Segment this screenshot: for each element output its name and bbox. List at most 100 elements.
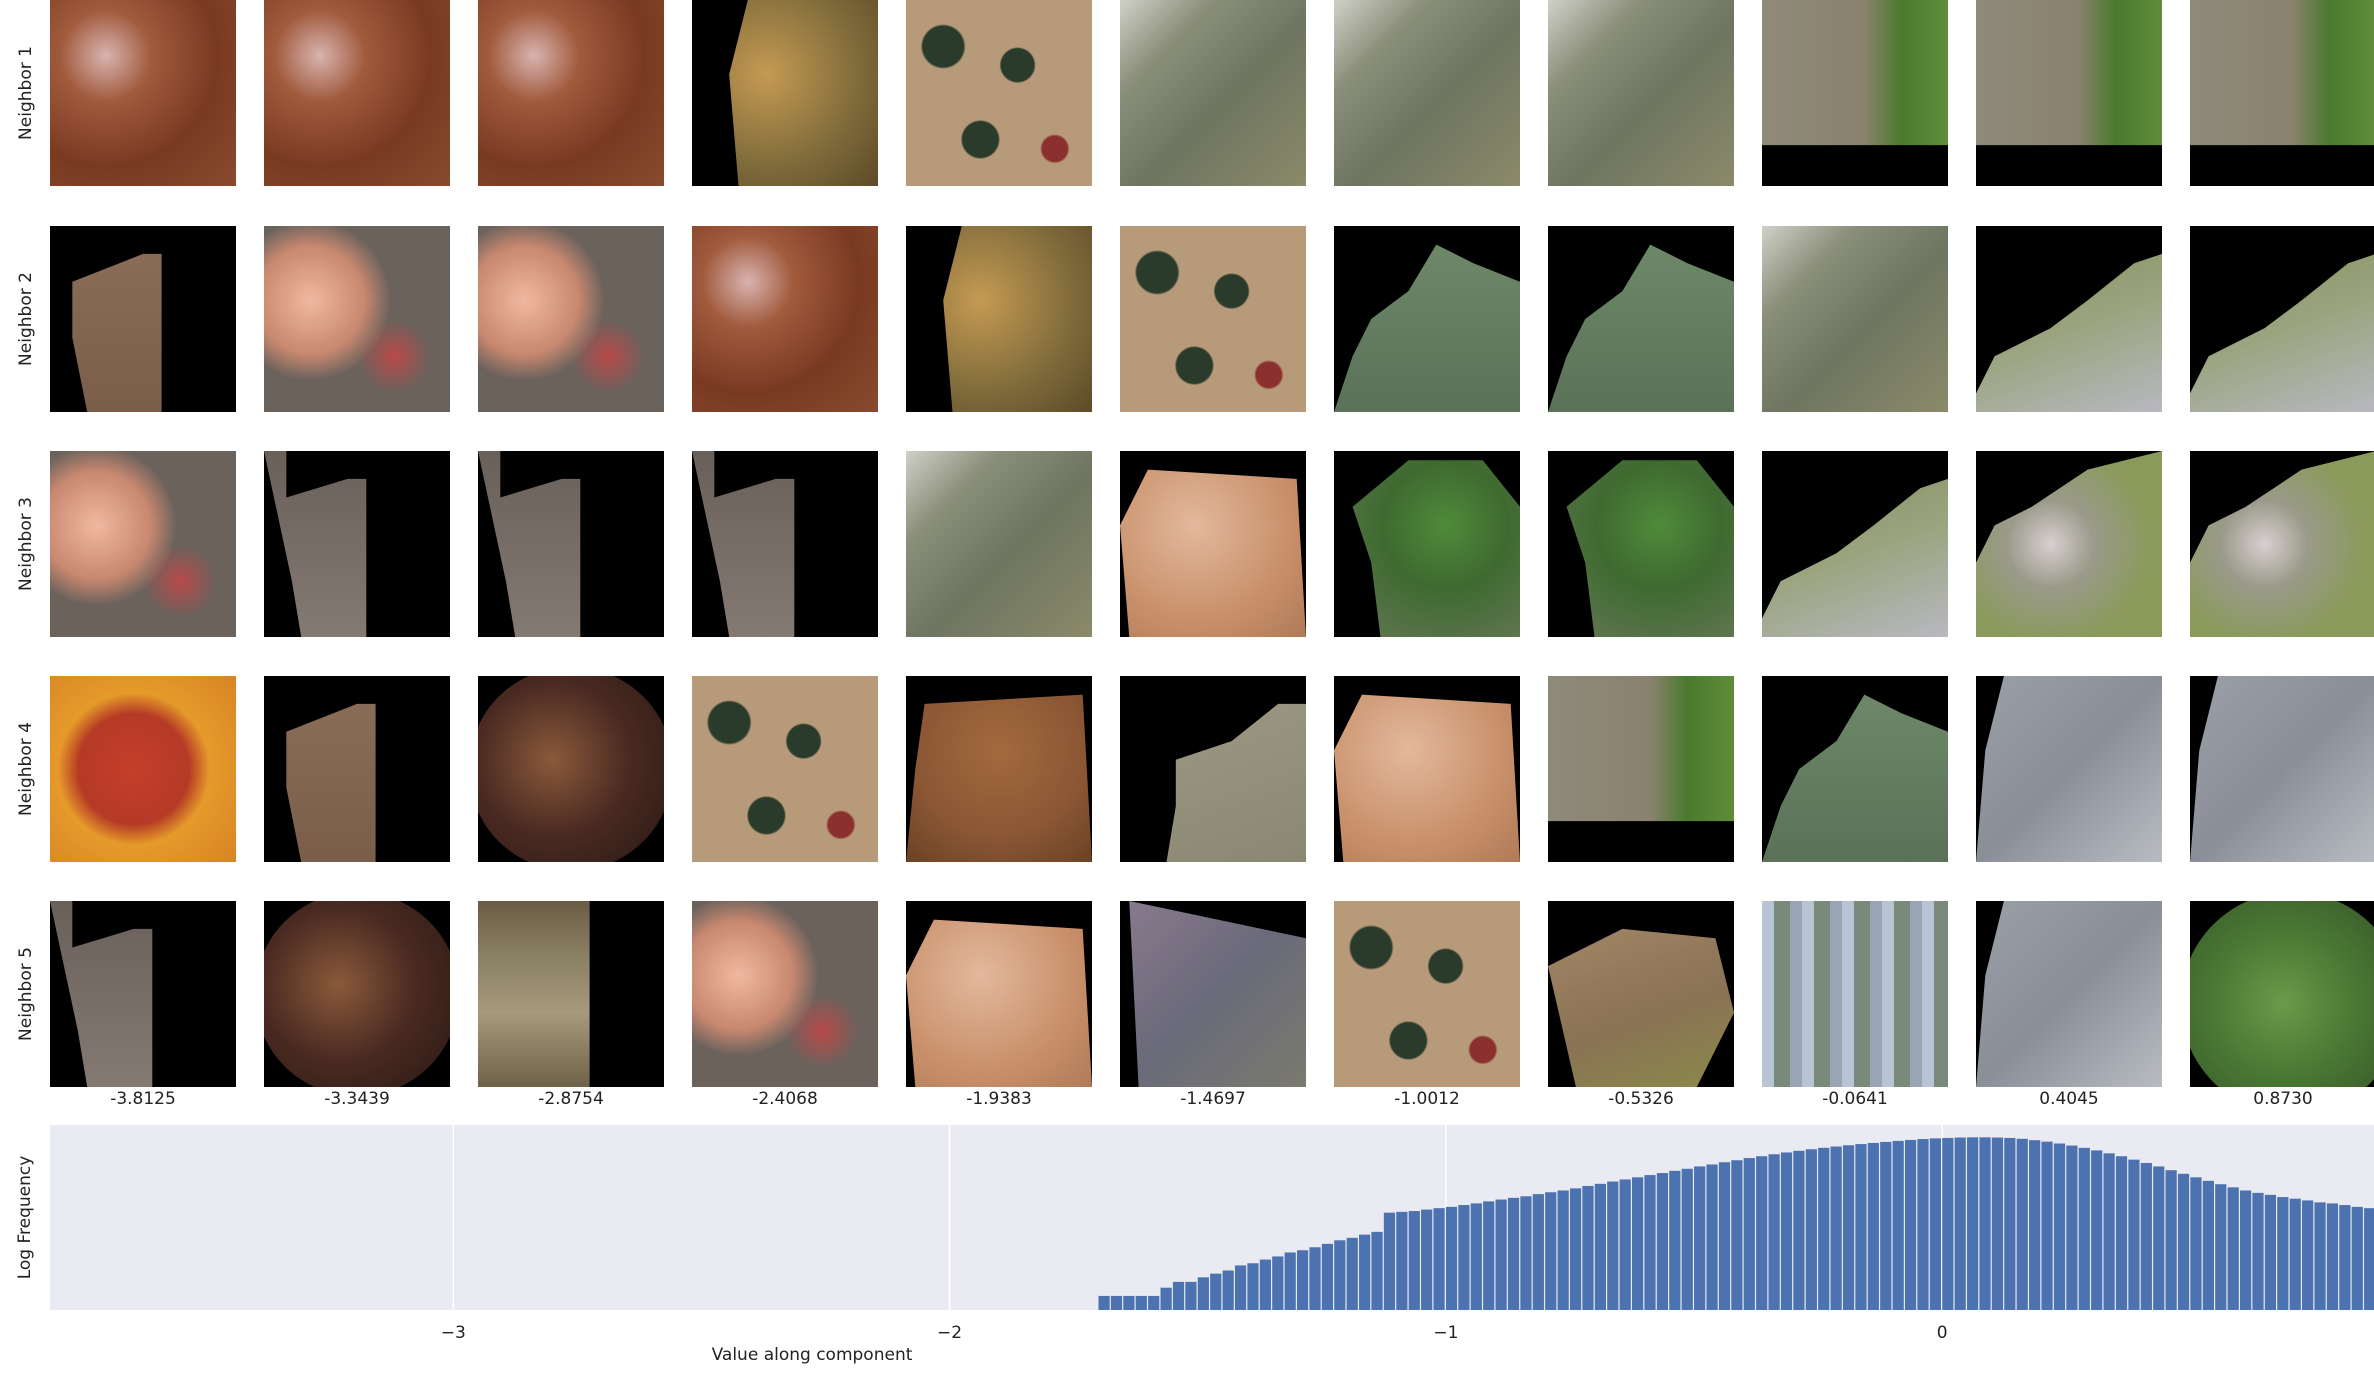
histogram-bar [1768, 1154, 1780, 1310]
histogram-bar [1272, 1256, 1284, 1310]
leopard-patch [906, 0, 1092, 186]
histogram-bar [1706, 1164, 1718, 1310]
brick-plant-patch [1976, 0, 2162, 146]
histogram-bar [1805, 1149, 1817, 1310]
column-value-label: 0.8730 [2253, 1089, 2313, 1109]
neighbor-tile [1762, 451, 1948, 637]
neighbor-tile [1120, 901, 1306, 1087]
neighbor-tile [2190, 451, 2374, 637]
histogram-bar [2153, 1166, 2165, 1310]
histogram-bar [1296, 1250, 1309, 1310]
gray-rock-patch [1548, 0, 1734, 186]
neighbor-tile [2190, 901, 2374, 1087]
neighbor-tile [1976, 451, 2162, 637]
histogram-bar [2215, 1184, 2227, 1310]
histogram-bar [2115, 1156, 2128, 1310]
neighbor-tile [478, 676, 664, 862]
histogram-bar [1867, 1142, 1879, 1310]
neighbor-tile [264, 451, 450, 637]
neighbor-tile [1334, 676, 1520, 862]
histogram-bar [1842, 1145, 1855, 1310]
histogram-bar [1396, 1211, 1408, 1310]
neighbor-tile [1762, 226, 1948, 412]
neighbor-tile [906, 676, 1092, 862]
histogram-bar [1892, 1140, 1904, 1310]
histogram-bar [2091, 1150, 2103, 1310]
neighbor-tile [906, 451, 1092, 637]
histogram-bar [1110, 1295, 1123, 1310]
neighbor-tile [50, 901, 236, 1087]
histogram-bar [2339, 1205, 2351, 1310]
neighbor-tile [1334, 901, 1520, 1087]
neighbor-tile [1548, 901, 1734, 1087]
histogram-bar [1445, 1206, 1458, 1310]
histogram-bar [1644, 1175, 1656, 1310]
brick-plant-patch [1548, 676, 1734, 822]
histogram-bar [1569, 1188, 1582, 1310]
green-foliage-patch [1352, 460, 1520, 637]
histogram-bar [1669, 1170, 1681, 1310]
histogram-bar [1780, 1152, 1793, 1310]
pink-finger-patch [478, 226, 664, 412]
tan-sliver-patch [72, 253, 162, 412]
neighbor-tile [692, 226, 878, 412]
histogram-bar [1247, 1263, 1259, 1310]
histogram-bar [1098, 1295, 1110, 1310]
neighbor-tile [50, 0, 236, 186]
histogram-bar [2078, 1147, 2090, 1310]
column-value-label: -3.3439 [324, 1089, 390, 1109]
dark-floral-patch [264, 901, 450, 1087]
neighbor-tile [1120, 676, 1306, 862]
brick-plant-patch [2190, 0, 2374, 146]
histogram-bar [1321, 1243, 1334, 1310]
neighbor-tile [1548, 451, 1734, 637]
histogram-bar [2326, 1203, 2339, 1310]
ochre-patch [729, 0, 878, 186]
neighbor-tile [906, 901, 1092, 1087]
neighbor-tile [264, 901, 450, 1087]
column-value-label: -2.4068 [752, 1089, 818, 1109]
x-axis-label: Value along component [712, 1345, 913, 1365]
histogram-bar [1309, 1247, 1321, 1310]
column-value-label: -1.0012 [1394, 1089, 1460, 1109]
neighbor-tile [1762, 0, 1948, 186]
painting-patch [478, 901, 590, 1087]
histogram-bar [1880, 1141, 1892, 1310]
histogram-bar [1582, 1185, 1594, 1310]
histogram-bar [2202, 1180, 2214, 1310]
gray-rock-patch [1120, 0, 1306, 186]
brown-face-patch [692, 226, 878, 412]
histogram-bar [2364, 1208, 2374, 1310]
pink-finger-patch [692, 901, 878, 1087]
neighbor-tile [692, 451, 878, 637]
neighbor-tile [50, 676, 236, 862]
neighbor-tile [1120, 451, 1306, 637]
histogram-bar [2314, 1202, 2326, 1310]
histogram-bar [1557, 1190, 1569, 1310]
neighbor-tile [1120, 0, 1306, 186]
histogram-bar [1495, 1199, 1507, 1310]
neighbor-tile [478, 0, 664, 186]
histogram-bar [1954, 1137, 1966, 1310]
x-tick-label: −3 [441, 1323, 466, 1343]
histogram-bar [1545, 1192, 1557, 1310]
gray-rock-patch [906, 451, 1092, 637]
histogram-bar [1123, 1295, 1135, 1310]
histogram-bar [1433, 1208, 1445, 1310]
brown-face-patch [50, 0, 236, 186]
histogram-bar [2165, 1170, 2177, 1310]
histogram-bar [1656, 1173, 1669, 1310]
histogram-bar [1619, 1179, 1631, 1310]
neighbor-tile [1120, 226, 1306, 412]
pink-finger-patch [50, 451, 236, 637]
brick-plant-patch [1762, 0, 1948, 146]
gray-stone-patch [1976, 901, 2162, 1087]
column-value-label: 0.4045 [2039, 1089, 2099, 1109]
neighbor-tile [906, 0, 1092, 186]
waterfall-patch [1762, 901, 1948, 1087]
histogram-bar [1371, 1231, 1383, 1310]
leopard-patch [1120, 226, 1306, 412]
histogram-bar [2004, 1137, 2016, 1310]
